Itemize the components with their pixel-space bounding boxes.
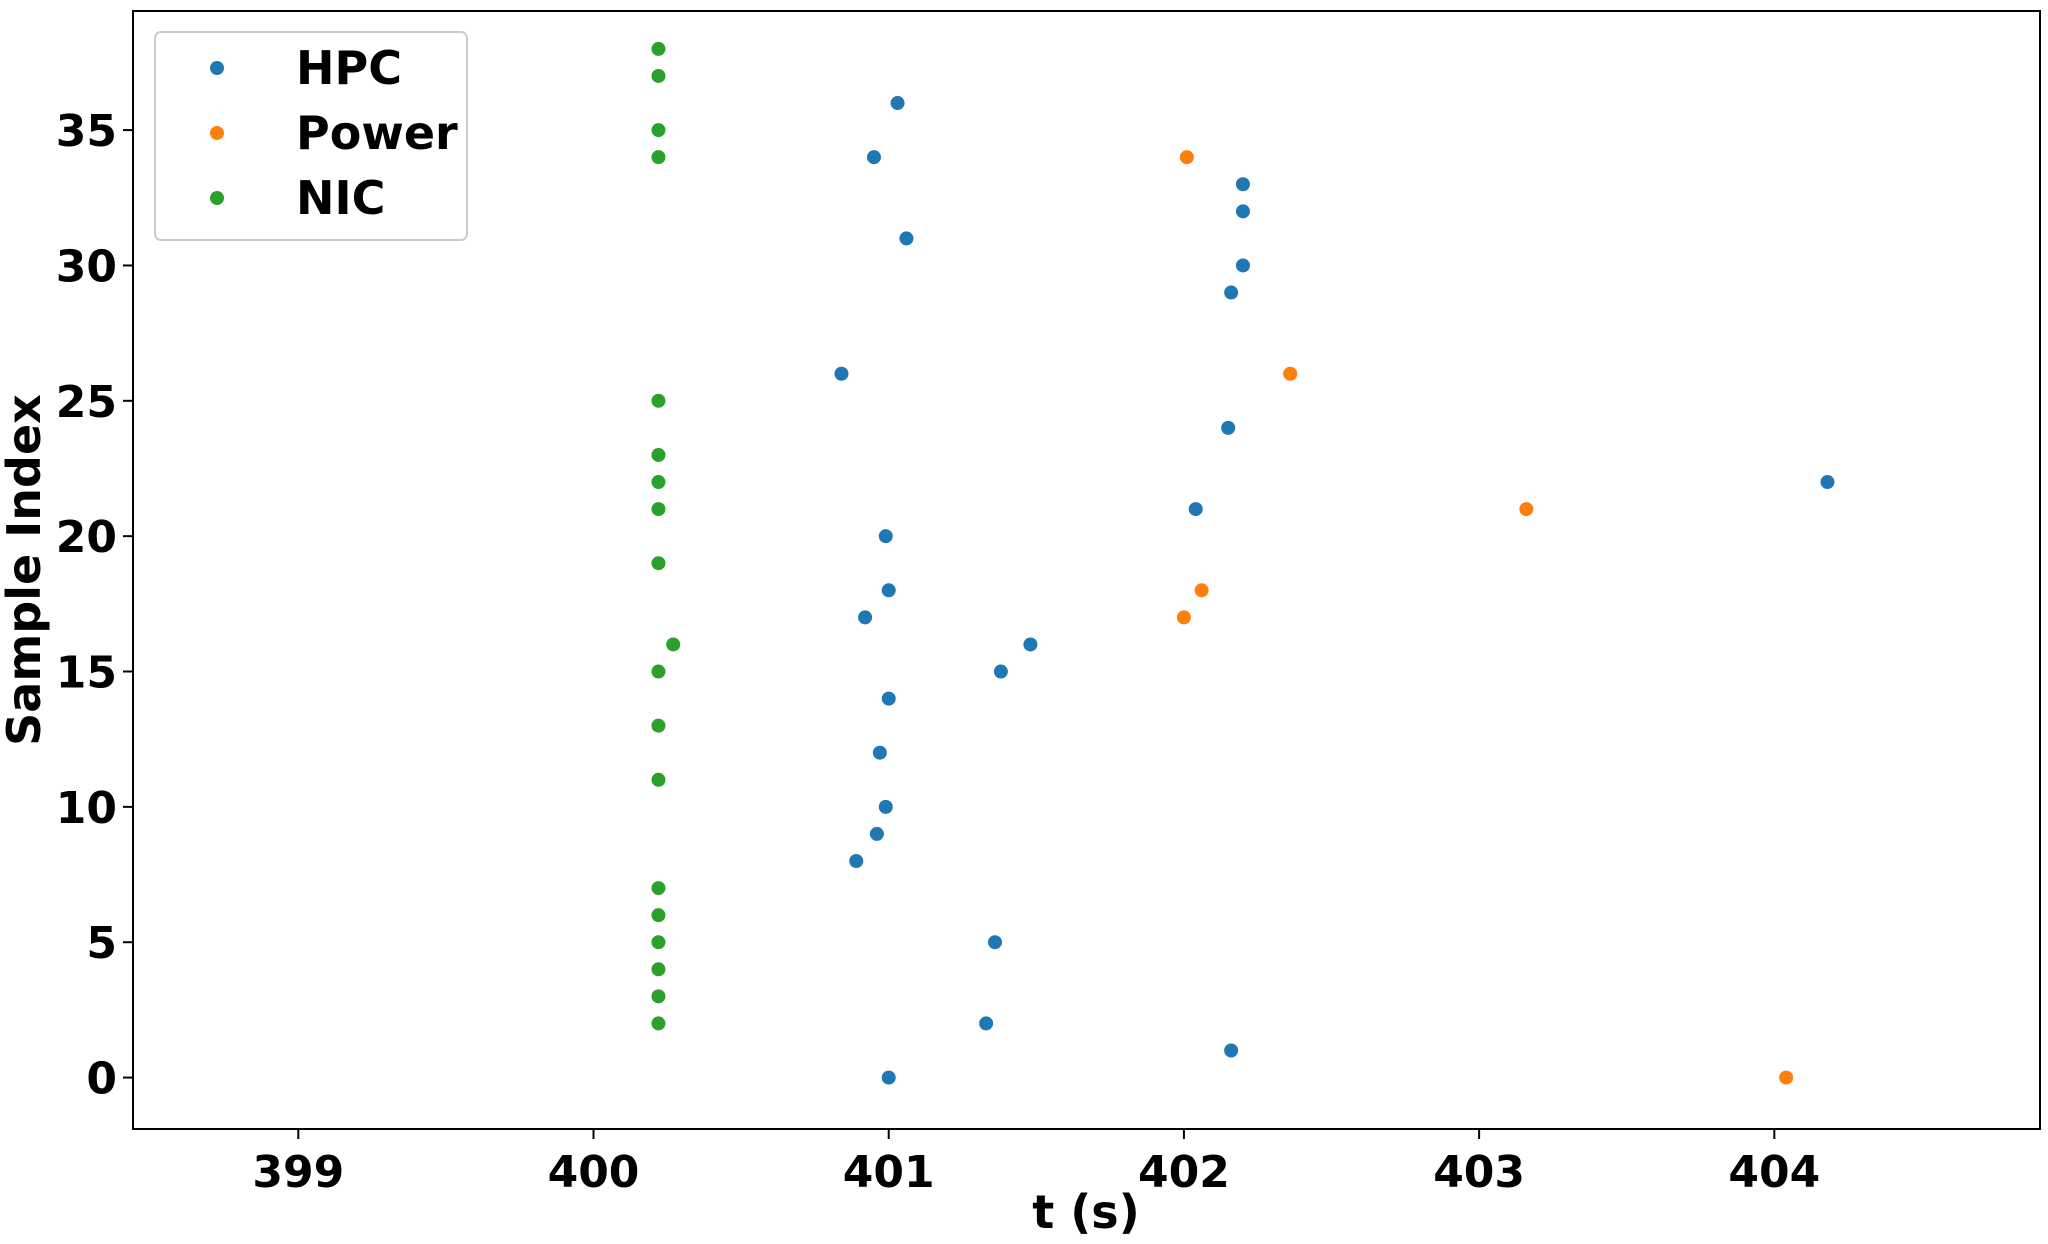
data-point-power bbox=[1194, 583, 1209, 598]
legend-marker-power bbox=[210, 126, 224, 140]
y-tick-label: 10 bbox=[56, 783, 117, 834]
data-point-hpc bbox=[1235, 258, 1250, 273]
data-point-nic bbox=[651, 447, 666, 462]
data-point-nic bbox=[651, 935, 666, 950]
data-point-hpc bbox=[1224, 1043, 1239, 1058]
data-point-nic bbox=[651, 1016, 666, 1031]
data-point-hpc bbox=[869, 826, 884, 841]
y-tick-label: 35 bbox=[56, 106, 117, 157]
x-tick-label: 399 bbox=[252, 1147, 344, 1198]
data-point-nic bbox=[651, 123, 666, 138]
legend: HPC Power NIC bbox=[154, 31, 468, 241]
data-point-nic bbox=[651, 150, 666, 165]
data-point-hpc bbox=[878, 799, 893, 814]
data-point-hpc bbox=[866, 150, 881, 165]
y-axis-label: Sample Index bbox=[0, 394, 51, 746]
x-tick-label: 403 bbox=[1433, 1147, 1525, 1198]
data-point-nic bbox=[651, 502, 666, 517]
data-point-power bbox=[1519, 502, 1534, 517]
y-tick-label: 0 bbox=[86, 1054, 117, 1105]
data-point-nic bbox=[651, 68, 666, 83]
data-point-hpc bbox=[979, 1016, 994, 1031]
data-point-hpc bbox=[987, 935, 1002, 950]
y-tick-label: 20 bbox=[56, 512, 117, 563]
x-tick-label: 400 bbox=[548, 1147, 640, 1198]
data-point-hpc bbox=[993, 664, 1008, 679]
data-point-nic bbox=[651, 475, 666, 490]
data-point-hpc bbox=[878, 529, 893, 544]
data-point-hpc bbox=[1221, 420, 1236, 435]
data-point-hpc bbox=[849, 854, 864, 869]
data-point-hpc bbox=[1023, 637, 1038, 652]
y-tick-label: 25 bbox=[56, 377, 117, 428]
data-point-hpc bbox=[834, 366, 849, 381]
legend-box bbox=[154, 31, 468, 241]
data-point-hpc bbox=[1188, 502, 1203, 517]
data-point-hpc bbox=[1235, 204, 1250, 219]
x-tick-label: 401 bbox=[843, 1147, 935, 1198]
y-tick-label: 15 bbox=[56, 648, 117, 699]
y-tick-label: 30 bbox=[56, 241, 117, 292]
data-point-hpc bbox=[890, 96, 905, 111]
data-point-hpc bbox=[872, 745, 887, 760]
legend-label-nic: NIC bbox=[296, 171, 385, 225]
data-point-power bbox=[1779, 1070, 1794, 1085]
data-point-hpc bbox=[1224, 285, 1239, 300]
data-point-hpc bbox=[881, 583, 896, 598]
data-point-hpc bbox=[881, 691, 896, 706]
data-point-power bbox=[1176, 610, 1191, 625]
data-point-nic bbox=[651, 881, 666, 896]
data-point-nic bbox=[651, 962, 666, 977]
data-point-hpc bbox=[881, 1070, 896, 1085]
data-point-power bbox=[1179, 150, 1194, 165]
x-tick-label: 402 bbox=[1138, 1147, 1230, 1198]
legend-label-hpc: HPC bbox=[296, 41, 402, 95]
x-tick-label: 404 bbox=[1728, 1147, 1820, 1198]
x-axis-ticks: 399 400 401 402 403 404 bbox=[252, 1129, 1820, 1198]
data-point-hpc bbox=[858, 610, 873, 625]
y-tick-label: 5 bbox=[86, 918, 117, 969]
data-point-hpc bbox=[1820, 475, 1835, 490]
data-point-power bbox=[1283, 366, 1298, 381]
legend-label-power: Power bbox=[296, 106, 458, 160]
legend-marker-hpc bbox=[210, 61, 224, 75]
data-point-nic bbox=[651, 664, 666, 679]
data-point-nic bbox=[651, 989, 666, 1004]
data-point-nic bbox=[651, 393, 666, 408]
legend-marker-nic bbox=[210, 191, 224, 205]
data-point-hpc bbox=[899, 231, 914, 246]
x-axis-label: t (s) bbox=[1032, 1185, 1139, 1239]
data-point-nic bbox=[651, 908, 666, 923]
data-point-nic bbox=[666, 637, 681, 652]
data-points bbox=[651, 41, 1835, 1085]
data-point-hpc bbox=[1235, 177, 1250, 192]
data-point-nic bbox=[651, 772, 666, 787]
data-point-nic bbox=[651, 718, 666, 733]
data-point-nic bbox=[651, 41, 666, 56]
y-axis-ticks: 0 5 10 15 20 25 30 35 bbox=[56, 106, 133, 1105]
data-point-nic bbox=[651, 556, 666, 571]
